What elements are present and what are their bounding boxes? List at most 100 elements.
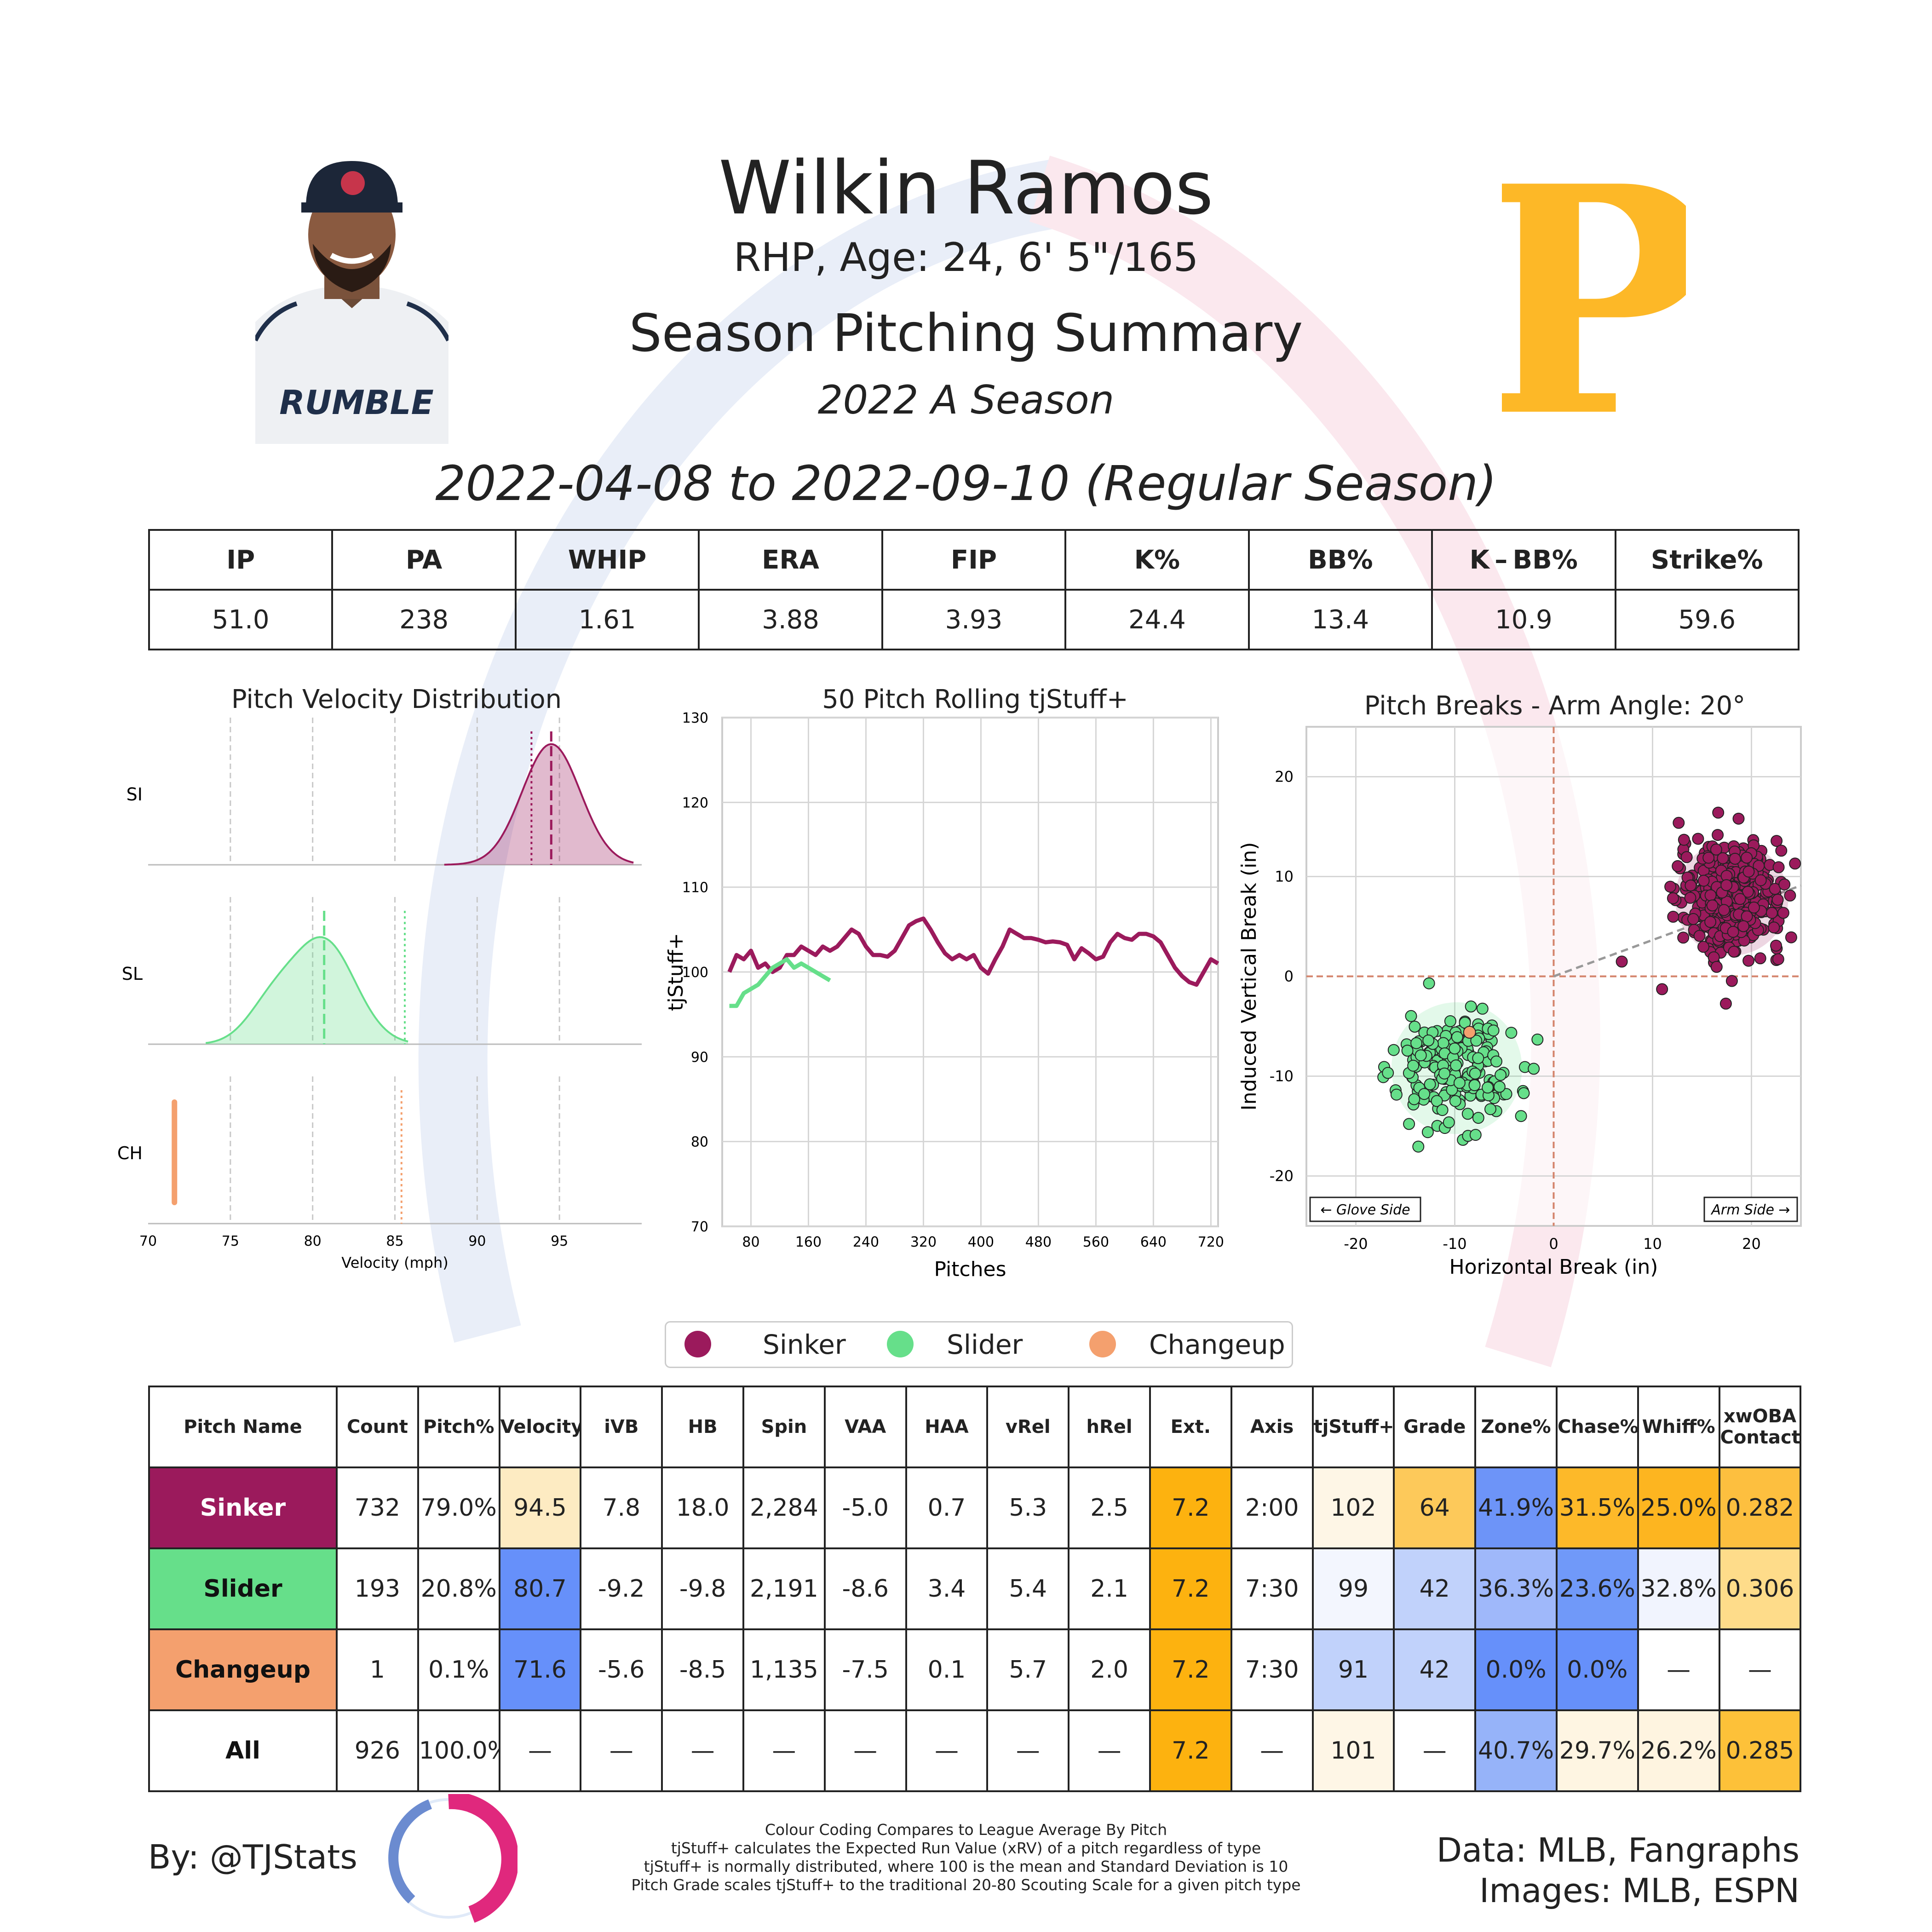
rolling-x-tick-label: 80 <box>742 1234 759 1250</box>
breaks-point-slider <box>1401 1045 1414 1057</box>
breaks-point-slider <box>1387 1044 1400 1056</box>
pitch-metric-cell: 94.5 <box>498 1466 582 1549</box>
breaks-point-sinker <box>1754 874 1767 886</box>
pitch-table-header: Pitch Name <box>148 1386 338 1468</box>
breaks-point-sinker <box>1697 941 1709 953</box>
note-line: tjStuff+ calculates the Expected Run Val… <box>671 1839 1261 1857</box>
breaks-point-sinker <box>1718 904 1730 916</box>
breaks-point-slider <box>1423 977 1435 989</box>
pitch-table-header: Axis <box>1230 1386 1314 1468</box>
breaks-point-slider <box>1382 1067 1394 1079</box>
pitch-table-header: Spin <box>742 1386 826 1468</box>
pitch-metric-cell: 0.306 <box>1718 1547 1802 1630</box>
pitch-metric-cell: — <box>498 1709 582 1792</box>
breaks-point-sinker <box>1693 930 1706 942</box>
breaks-point-sinker <box>1678 834 1690 846</box>
breaks-point-sinker <box>1768 921 1780 934</box>
breaks-point-sinker <box>1729 852 1741 865</box>
breaks-point-slider <box>1515 1110 1527 1122</box>
glove-side-label: ← Glove Side <box>1320 1202 1410 1218</box>
breaks-point-slider <box>1405 1010 1417 1022</box>
breaks-point-sinker <box>1772 953 1784 966</box>
stat-header: BB% <box>1248 529 1433 591</box>
pitch-table-header: VAA <box>823 1386 907 1468</box>
breaks-point-slider <box>1403 1118 1415 1130</box>
breaks-point-sinker <box>1748 901 1760 914</box>
breaks-point-slider <box>1470 1035 1483 1047</box>
pitch-metric-cell: 7.8 <box>580 1466 663 1549</box>
breaks-point-slider <box>1468 1079 1481 1092</box>
pitch-metric-cell: 2,191 <box>742 1547 826 1630</box>
breaks-point-sinker <box>1775 845 1788 857</box>
stat-header: FIP <box>881 529 1067 591</box>
pitch-metric-cell: -9.2 <box>580 1547 663 1630</box>
breaks-point-sinker <box>1734 893 1746 905</box>
breaks-point-sinker <box>1765 907 1778 919</box>
legend-label: Sinker <box>763 1329 846 1360</box>
pitch-table-header: HAA <box>905 1386 989 1468</box>
pitch-metric-cell: 5.4 <box>986 1547 1070 1630</box>
tjstats-logo: STATS <box>388 1794 518 1923</box>
pitch-metric-cell: — <box>661 1709 744 1792</box>
breaks-point-sinker <box>1728 945 1740 958</box>
pitch-metric-cell: 2.5 <box>1068 1466 1151 1549</box>
breaks-point-sinker <box>1687 913 1700 925</box>
breaks-point-slider <box>1487 1024 1500 1037</box>
breaks-point-slider <box>1408 1093 1420 1105</box>
season-stats-header-row: IP PA WHIP ERA FIP K% BB% K – BB% Strike… <box>148 529 1800 591</box>
breaks-point-slider <box>1438 1067 1450 1080</box>
breaks-point-sinker <box>1706 899 1719 912</box>
breaks-point-slider <box>1469 1067 1481 1080</box>
pitch-table-header: Zone% <box>1474 1386 1558 1468</box>
breaks-point-sinker <box>1704 916 1717 928</box>
breaks-point-slider <box>1482 1081 1494 1094</box>
legend-label: Changeup <box>1149 1329 1285 1360</box>
breaks-y-tick-label: -20 <box>1270 1167 1294 1185</box>
breaks-y-tick-label: -10 <box>1270 1068 1294 1085</box>
pitch-metric-cell: — <box>1718 1628 1802 1711</box>
data-source: Data: MLB, Fangraphs <box>1436 1831 1800 1869</box>
date-range: 2022-04-08 to 2022-09-10 (Regular Season… <box>435 455 1497 512</box>
pitch-metric-cell: 7.2 <box>1149 1466 1232 1549</box>
pitch-metric-cell: -5.0 <box>823 1466 907 1549</box>
stat-value: 1.61 <box>514 589 700 650</box>
pitch-metric-cell: 1 <box>336 1628 419 1711</box>
arm-side-box <box>1703 1196 1798 1222</box>
pitch-metric-cell: 0.0% <box>1474 1628 1558 1711</box>
pitch-metric-cell: — <box>580 1709 663 1792</box>
breaks-point-sinker <box>1672 860 1684 872</box>
pitch-metric-cell: 71.6 <box>498 1628 582 1711</box>
team-logo-p: P <box>1502 172 1686 435</box>
breaks-point-sinker <box>1664 880 1677 893</box>
breaks-point-slider <box>1407 1059 1420 1072</box>
pitch-table-header: xwOBA Contact <box>1718 1386 1802 1468</box>
glove-side-box <box>1309 1196 1421 1222</box>
pitch-metric-cell: 26.2% <box>1637 1709 1720 1792</box>
breaks-point-slider <box>1409 1020 1421 1033</box>
breaks-point-slider <box>1469 1129 1482 1141</box>
breaks-point-sinker <box>1754 952 1766 965</box>
rolling-x-tick-label: 240 <box>853 1234 879 1250</box>
breaks-point-sinker <box>1725 975 1738 987</box>
player-headshot: RUMBLE <box>255 156 448 444</box>
velocity-axis-label: Velocity (mph) <box>341 1254 448 1271</box>
pitch-metric-cell: -5.6 <box>580 1628 663 1711</box>
stat-header: K – BB% <box>1431 529 1616 591</box>
breaks-point-sinker <box>1784 889 1796 902</box>
velocity-tick-label: 75 <box>222 1233 239 1249</box>
breaks-y-tick-label: 10 <box>1275 868 1294 886</box>
pitch-metric-cell: 5.7 <box>986 1628 1070 1711</box>
breaks-point-sinker <box>1789 857 1801 870</box>
rolling-y-axis-label: tjStuff+ <box>664 933 688 1011</box>
breaks-point-slider <box>1476 1002 1489 1015</box>
breaks-point-sinker <box>1777 907 1789 919</box>
breaks-point-sinker <box>1742 954 1755 967</box>
breaks-point-slider <box>1436 1104 1449 1116</box>
pitch-metric-cell: 7:30 <box>1230 1628 1314 1711</box>
pitch-table-header: HB <box>661 1386 744 1468</box>
breaks-point-slider <box>1449 1042 1461 1055</box>
pitch-metric-cell: 7.2 <box>1149 1709 1232 1792</box>
pitch-table-row: Changeup 1 0.1% 71.6 -5.6 -8.5 1,135 -7.5 0.1 5.7… <box>148 1628 1802 1711</box>
pitch-metric-cell: 2,284 <box>742 1466 826 1549</box>
breaks-point-slider <box>1431 1095 1443 1107</box>
